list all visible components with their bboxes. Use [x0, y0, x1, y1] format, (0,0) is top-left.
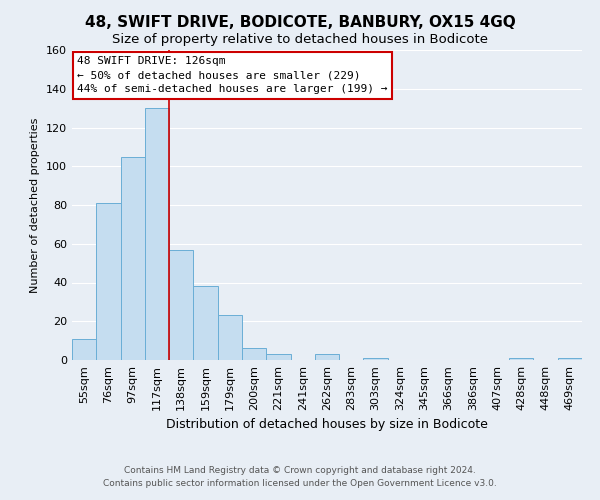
Text: 48, SWIFT DRIVE, BODICOTE, BANBURY, OX15 4GQ: 48, SWIFT DRIVE, BODICOTE, BANBURY, OX15…	[85, 15, 515, 30]
Bar	[193, 286, 218, 360]
Bar	[558, 358, 582, 360]
Bar	[121, 156, 145, 360]
Bar	[266, 354, 290, 360]
Bar	[169, 250, 193, 360]
Text: Size of property relative to detached houses in Bodicote: Size of property relative to detached ho…	[112, 32, 488, 46]
Bar	[218, 316, 242, 360]
Bar	[242, 348, 266, 360]
Bar	[96, 203, 121, 360]
Bar	[509, 358, 533, 360]
X-axis label: Distribution of detached houses by size in Bodicote: Distribution of detached houses by size …	[166, 418, 488, 432]
Bar	[72, 338, 96, 360]
Bar	[364, 358, 388, 360]
Bar	[315, 354, 339, 360]
Bar	[145, 108, 169, 360]
Y-axis label: Number of detached properties: Number of detached properties	[31, 118, 40, 292]
Text: Contains HM Land Registry data © Crown copyright and database right 2024.
Contai: Contains HM Land Registry data © Crown c…	[103, 466, 497, 487]
Text: 48 SWIFT DRIVE: 126sqm
← 50% of detached houses are smaller (229)
44% of semi-de: 48 SWIFT DRIVE: 126sqm ← 50% of detached…	[77, 56, 388, 94]
